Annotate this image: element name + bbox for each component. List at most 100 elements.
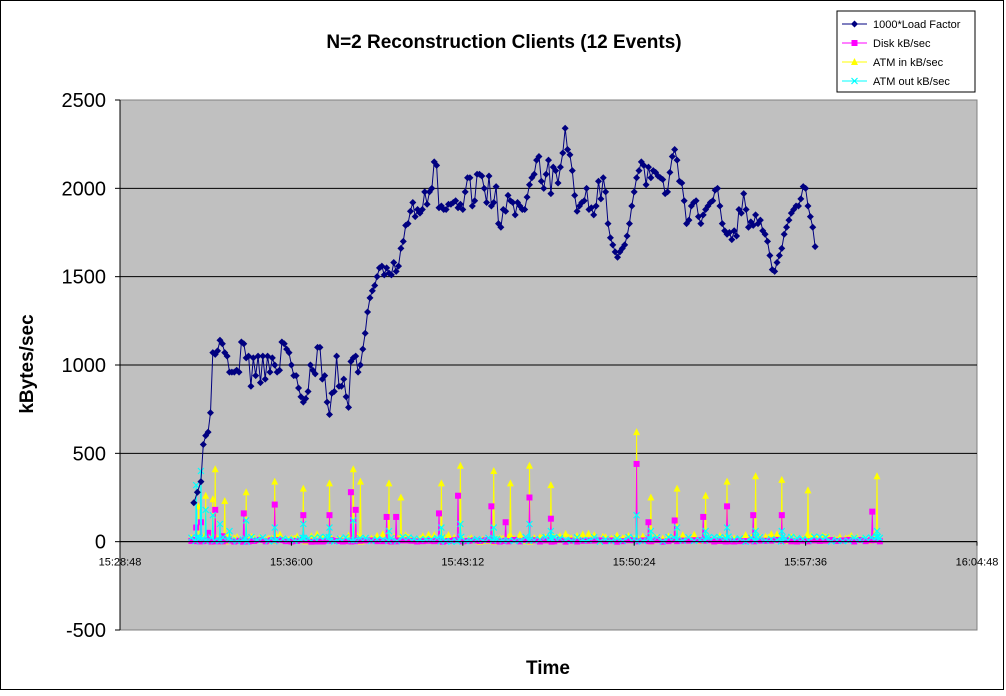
series-point [349,465,357,473]
series-point [552,167,560,175]
series-point [206,409,214,417]
series-point [873,527,881,535]
series-point [361,329,369,337]
series-point [462,537,470,545]
series-point [811,243,819,251]
series-point [330,388,338,395]
series-point [716,202,724,210]
series-point [216,520,224,528]
series-point [780,230,788,238]
series-point [733,232,741,240]
series-point [799,535,807,543]
series-point [396,537,403,544]
series-point [497,223,505,231]
series-point [699,211,707,219]
series-point [592,202,600,210]
x-tick-label: 16:04:48 [956,557,999,569]
series-point [193,524,200,531]
series-point [349,517,357,524]
series-point [428,184,436,192]
series-point [437,524,445,531]
series-point [645,519,652,526]
series-point [851,58,858,65]
series-point [590,533,598,541]
series-point [751,537,759,545]
series-point [452,197,460,205]
series-point [623,232,631,240]
series-point [350,536,358,544]
series-point [456,520,464,528]
series-point [316,343,324,351]
series-point [437,479,445,487]
series-point [804,486,812,494]
series-point [299,534,307,542]
series-point [635,167,643,175]
series-point [554,179,562,187]
series-point [421,188,429,196]
series-point [730,227,738,235]
series-point [214,347,222,355]
series-point [268,354,276,362]
series-point [613,535,621,542]
series-point [647,527,655,535]
series-point [342,393,350,401]
series-point [647,174,655,182]
series-point [599,174,607,182]
series-point [516,530,524,538]
series-point [418,206,426,214]
series-point [756,216,764,224]
series-point [573,532,581,540]
series-point [336,535,344,543]
series-point [399,533,407,541]
series-point [431,538,438,545]
series-point [805,537,812,544]
series-point [756,533,764,541]
series-point [373,273,381,281]
series-point [510,537,518,545]
series-point [385,479,393,487]
series-point [190,499,198,507]
series-point [742,530,750,538]
series-point [352,506,359,513]
series-point [851,40,858,46]
series-point [299,484,307,492]
series-point [752,472,760,480]
series-point [530,170,538,178]
series-point [451,537,458,544]
series-point [718,220,726,228]
series-point [212,506,219,513]
series-point [212,537,219,544]
series-point [292,372,300,380]
y-tick-label: 500 [73,443,106,465]
series-point [573,534,581,541]
legend-label: Disk kB/sec [873,38,931,50]
series-point [397,244,405,252]
series-point [674,538,681,545]
series-point [633,174,641,182]
series-point [467,536,475,544]
series-point [356,361,364,369]
series-point [785,216,793,224]
series-point [630,188,638,196]
series-point [775,251,783,259]
y-tick-label: 1000 [62,355,107,377]
series-point [387,271,395,279]
series-point [678,179,686,187]
series-point [873,472,881,480]
series-point [602,535,610,543]
series-point [664,188,672,196]
series-point [768,537,775,544]
series-point [347,536,355,544]
series-point [602,188,610,196]
series-point [811,537,818,544]
series-point [442,537,450,545]
series-point [471,537,478,544]
series-point [700,513,707,520]
series-point [602,538,609,545]
series-point [621,241,629,249]
series-point [639,537,647,545]
series-point [393,513,400,520]
series-point [271,477,279,485]
series-point [679,531,687,539]
series-point [542,537,549,544]
